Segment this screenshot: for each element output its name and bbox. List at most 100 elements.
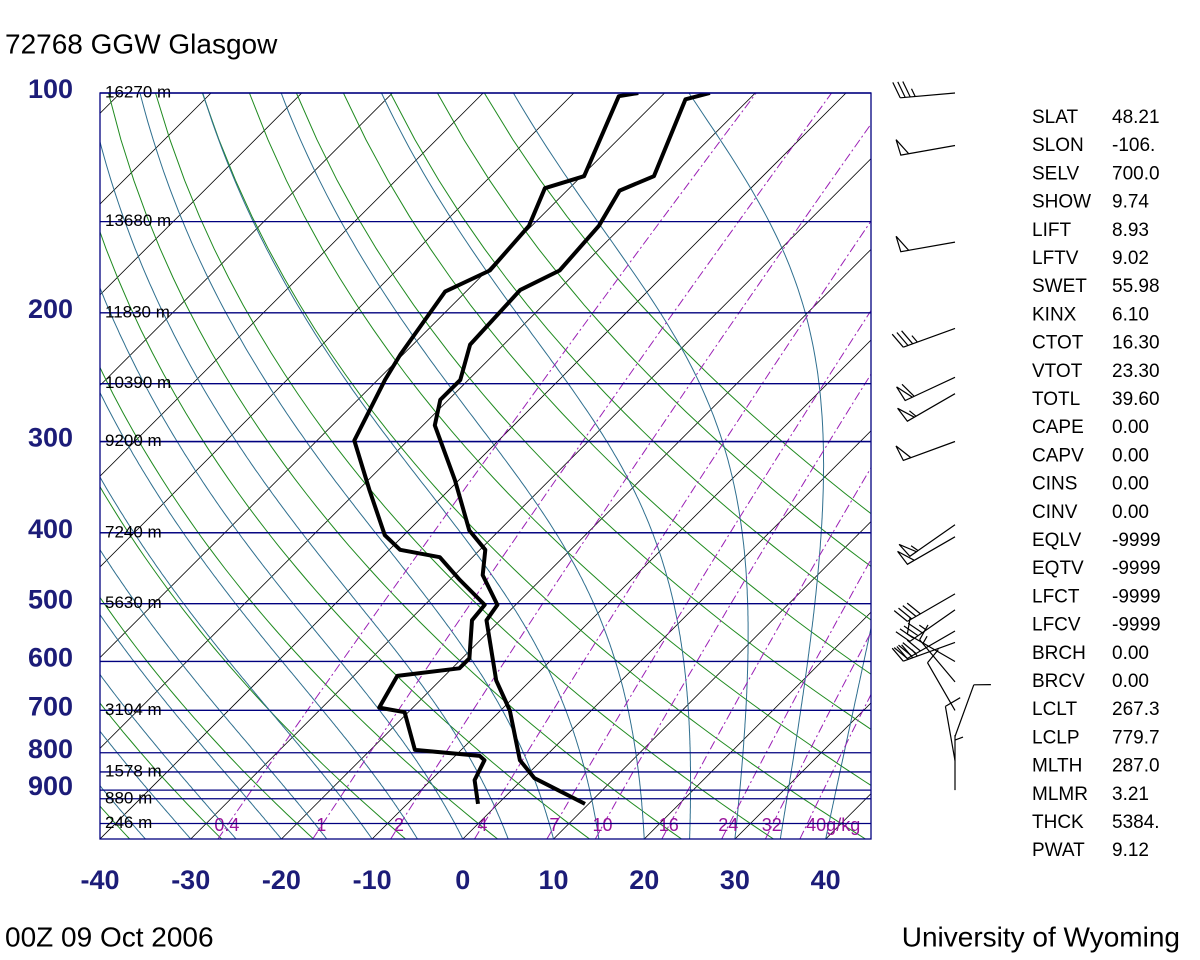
wind-barb	[906, 617, 956, 663]
moist-adiabat	[280, 93, 645, 839]
moist-adiabat	[688, 93, 825, 839]
y-tick-label: 400	[28, 514, 73, 544]
mixing-ratio-label: 16	[659, 815, 679, 835]
y-tick-label: 100	[28, 74, 73, 104]
isotherm	[0, 93, 30, 839]
dry-adiabat	[0, 93, 38, 839]
index-value: 55.98	[1112, 276, 1160, 297]
index-label: BRCH	[1032, 643, 1086, 664]
height-label: 880 m	[105, 788, 152, 807]
isotherm	[100, 93, 121, 114]
wind-barb	[893, 630, 956, 660]
y-tick-label: 500	[28, 585, 73, 615]
index-label: BRCV	[1032, 671, 1085, 692]
isotherm	[734, 702, 871, 839]
index-label: CAPE	[1032, 417, 1084, 438]
index-label: LCLT	[1032, 699, 1077, 720]
mixing-ratio-label: 0.4	[214, 815, 239, 835]
moist-adiabat	[512, 93, 749, 839]
index-value: 39.60	[1112, 389, 1160, 410]
wind-barb	[944, 697, 961, 761]
background-lines	[0, 93, 871, 839]
x-tick-label: -40	[80, 865, 119, 895]
x-tick-label: -20	[262, 865, 301, 895]
index-value: -9999	[1112, 615, 1161, 636]
index-label: VTOT	[1032, 361, 1083, 382]
moist-adiabat	[139, 93, 554, 839]
y-tick-label: 700	[28, 691, 73, 721]
index-value: 0.00	[1112, 671, 1149, 692]
x-tick-label: 0	[455, 865, 470, 895]
wind-barb	[893, 593, 956, 622]
dry-adiabat	[295, 93, 871, 730]
wind-barb	[892, 81, 956, 99]
index-label: LFTV	[1032, 248, 1079, 269]
index-label: SLAT	[1032, 107, 1079, 128]
isotherm	[462, 430, 871, 839]
wind-barb	[898, 524, 956, 558]
mixing-ratio-line	[312, 93, 833, 839]
moist-adiabat	[825, 625, 871, 839]
mixing-ratio-line	[799, 693, 871, 839]
index-value: -106.	[1112, 135, 1155, 156]
mixing-ratio-line	[764, 631, 871, 839]
index-value: 23.30	[1112, 361, 1160, 382]
index-value: 9.02	[1112, 248, 1149, 269]
height-label: 16270 m	[105, 82, 171, 101]
wind-barb	[895, 440, 956, 462]
dry-adiabat	[100, 366, 498, 839]
dry-adiabat	[483, 93, 871, 515]
moist-adiabat	[202, 93, 600, 839]
index-value: 0.00	[1112, 417, 1149, 438]
dry-adiabat	[155, 93, 774, 839]
mixing-ratio-label: 32	[762, 815, 782, 835]
index-label: CINV	[1032, 502, 1078, 523]
moist-adiabat	[100, 730, 192, 839]
index-value: 9.12	[1112, 840, 1149, 861]
wind-barb	[895, 139, 956, 156]
isotherm	[100, 93, 212, 205]
mixing-ratio-label: 24	[718, 815, 738, 835]
x-tick-label: -10	[353, 865, 392, 895]
mixing-ratio-line	[474, 220, 871, 839]
x-tick-label: 10	[539, 865, 569, 895]
moist-adiabat	[100, 673, 237, 839]
dry-adiabat	[389, 93, 871, 621]
moist-adiabat	[100, 613, 282, 839]
index-value: -9999	[1112, 586, 1161, 607]
index-label: SELV	[1032, 163, 1080, 184]
index-value: 700.0	[1112, 163, 1160, 184]
index-label: THCK	[1032, 812, 1084, 833]
mixing-ratio-line	[546, 309, 871, 839]
source-label: University of Wyoming	[902, 921, 1180, 952]
height-label: 13680 m	[105, 211, 171, 230]
isotherm	[100, 93, 665, 659]
mixing-ratio-line	[217, 93, 757, 839]
x-tick-label: -30	[171, 865, 210, 895]
isotherm	[100, 93, 484, 477]
dry-adiabat	[100, 596, 314, 839]
wind-barb	[895, 235, 956, 253]
profile-line	[352, 93, 639, 805]
index-label: SHOW	[1032, 192, 1091, 213]
index-value: 3.21	[1112, 784, 1149, 805]
index-label: LCLP	[1032, 727, 1080, 748]
index-value: 6.10	[1112, 304, 1149, 325]
x-tick-label: 20	[629, 865, 659, 895]
mixing-ratio-label: 40g/kg	[806, 815, 860, 835]
index-value: -9999	[1112, 558, 1161, 579]
plot-frame	[99, 92, 872, 840]
wind-barb	[896, 376, 956, 402]
index-label: LIFT	[1032, 220, 1071, 241]
dry-adiabat	[342, 93, 871, 675]
index-label: KINX	[1032, 304, 1077, 325]
moist-adiabat	[100, 785, 146, 839]
isotherm	[100, 93, 303, 296]
index-label: LFCT	[1032, 586, 1080, 607]
mixing-ratio-line	[594, 373, 871, 839]
dry-adiabat	[108, 93, 682, 839]
isotherm	[553, 520, 871, 839]
y-tick-label: 800	[28, 734, 73, 764]
mixing-ratio-label: 7	[549, 815, 559, 835]
